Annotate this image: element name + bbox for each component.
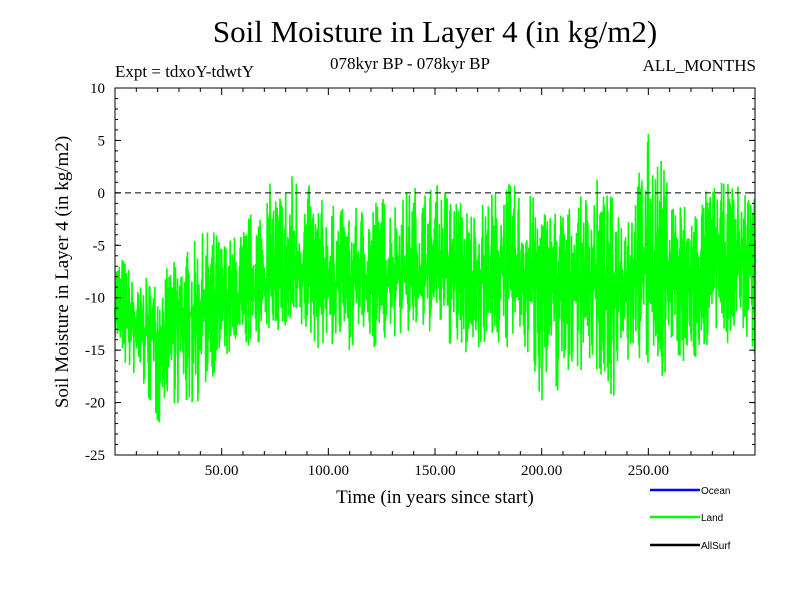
months-label: ALL_MONTHS bbox=[642, 56, 756, 75]
experiment-label: Expt = tdxoY-tdwtY bbox=[115, 62, 254, 81]
y-axis-ticks: 10 5 0 -5 -10 -15 -20 -25 bbox=[85, 81, 755, 464]
chart-title: Soil Moisture in Layer 4 (in kg/m2) bbox=[212, 14, 658, 49]
series-line-land bbox=[114, 133, 756, 423]
x-tick-label: 50.00 bbox=[205, 463, 239, 479]
x-tick-label: 150.00 bbox=[414, 463, 455, 479]
x-tick-label: 100.00 bbox=[308, 463, 349, 479]
legend: Ocean Land AllSurf bbox=[650, 486, 731, 552]
y-tick-label: -15 bbox=[85, 343, 105, 359]
series-layer bbox=[114, 133, 756, 423]
x-tick-label: 200.00 bbox=[521, 463, 562, 479]
y-tick-label: -10 bbox=[85, 291, 105, 307]
y-tick-label: 10 bbox=[90, 81, 105, 97]
legend-label-land: Land bbox=[701, 513, 723, 524]
x-axis-ticks: 50.00 100.00 150.00 200.00 250.00 bbox=[135, 88, 735, 479]
y-tick-label: 5 bbox=[98, 133, 106, 149]
y-axis-label: Soil Moisture in Layer 4 (in kg/m2) bbox=[52, 136, 73, 408]
y-tick-label: -20 bbox=[85, 396, 105, 412]
y-tick-label: -25 bbox=[85, 448, 105, 464]
y-tick-label: -5 bbox=[93, 238, 106, 254]
x-axis-label: Time (in years since start) bbox=[336, 487, 534, 508]
legend-label-ocean: Ocean bbox=[701, 486, 730, 497]
y-tick-label: 0 bbox=[98, 186, 106, 202]
chart-subtitle: 078kyr BP - 078kyr BP bbox=[330, 54, 490, 73]
legend-label-allsurf: AllSurf bbox=[701, 541, 731, 552]
x-tick-label: 250.00 bbox=[628, 463, 669, 479]
